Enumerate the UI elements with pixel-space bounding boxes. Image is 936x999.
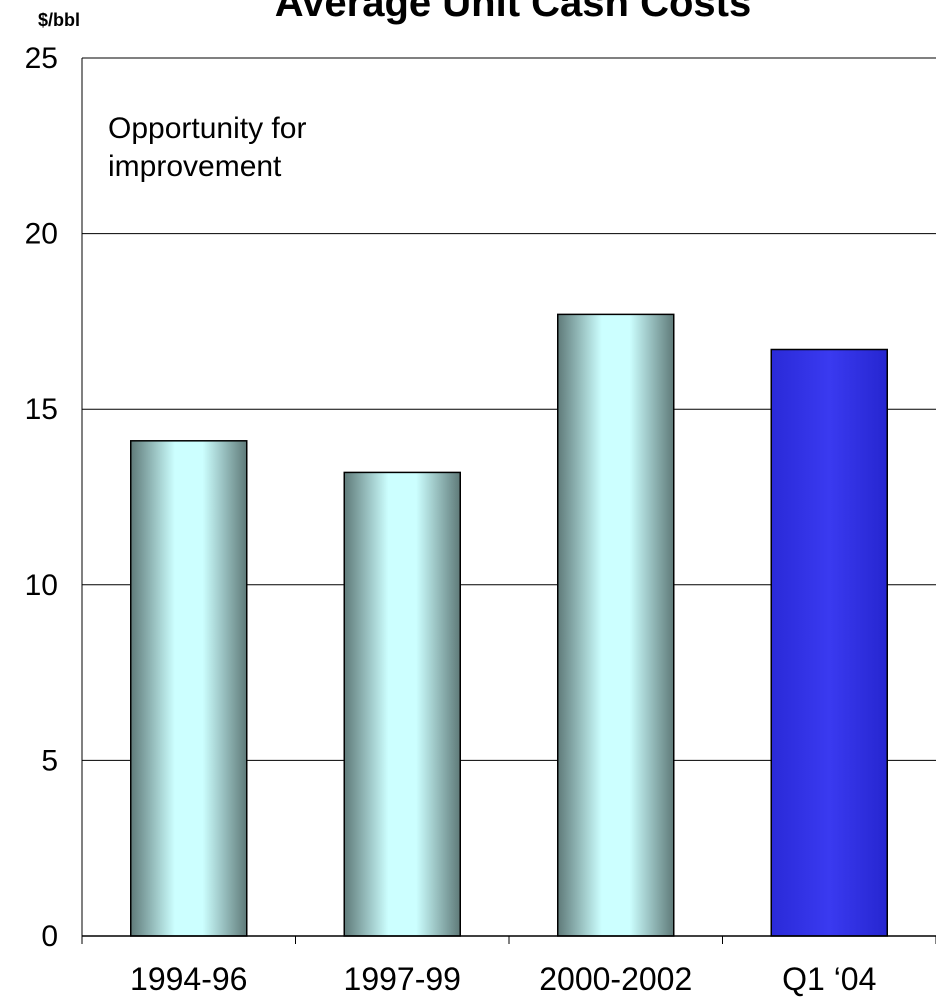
y-unit-label: $/bbl <box>38 10 80 30</box>
bars <box>130 313 888 937</box>
chart-title: Average Unit Cash Costs <box>275 0 751 25</box>
y-tick-label-5: 5 <box>41 744 58 777</box>
bar-q1-04 <box>770 348 888 937</box>
x-tick-label: 1997-99 <box>344 961 461 997</box>
y-tick-labels: 0 5 10 15 20 25 <box>25 42 58 953</box>
y-tick-label-20: 20 <box>25 218 58 251</box>
y-tick-label-25: 25 <box>25 42 58 75</box>
annotation-line-1: Opportunity for <box>108 112 306 145</box>
annotation-line-2: improvement <box>108 150 282 183</box>
bar-1994-96 <box>130 440 248 937</box>
y-tick-label-10: 10 <box>25 569 58 602</box>
x-tick-label: Q1 ‘04 <box>782 961 876 997</box>
x-tick-label: 1994-96 <box>130 961 247 997</box>
y-tick-label-0: 0 <box>41 920 58 953</box>
y-tick-label-15: 15 <box>25 393 58 426</box>
x-tick-label: 2000-2002 <box>539 961 692 997</box>
category-labels: 1994-96 1997-99 2000-2002 Q1 ‘04 <box>130 961 876 997</box>
bar-2000-2002 <box>557 313 675 937</box>
x-axis <box>81 935 936 944</box>
bar-1997-99 <box>343 471 461 937</box>
